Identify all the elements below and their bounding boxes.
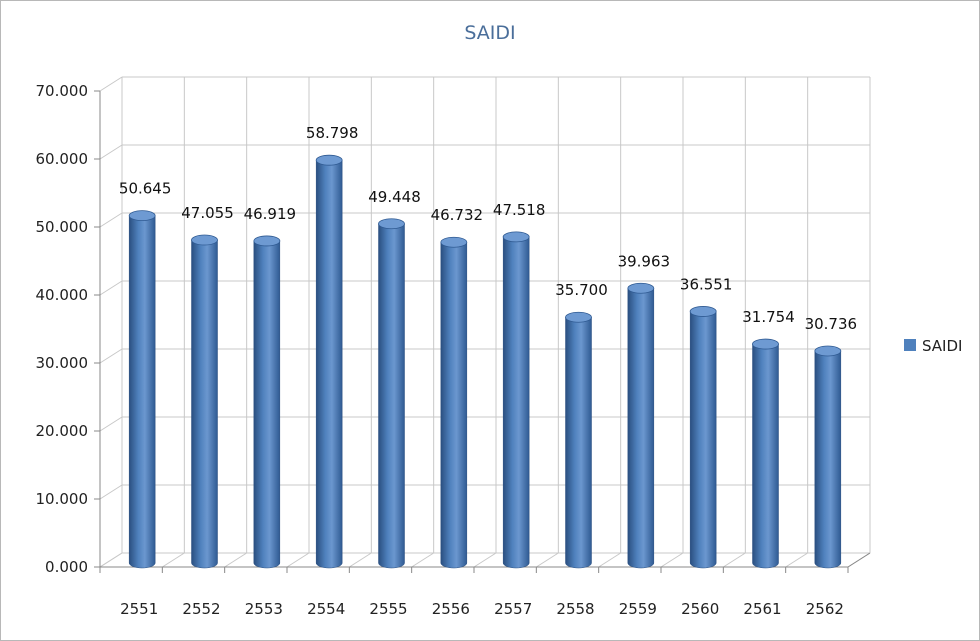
y-tick-label: 30.000 bbox=[36, 354, 89, 372]
side-wall-gridline bbox=[99, 280, 123, 296]
data-label: 35.700 bbox=[555, 281, 608, 299]
bar bbox=[752, 338, 779, 569]
bars bbox=[128, 154, 842, 569]
x-tick-label: 2561 bbox=[743, 600, 781, 618]
data-label: 36.551 bbox=[680, 275, 733, 293]
y-tick-label: 70.000 bbox=[36, 82, 89, 100]
floor-gridline bbox=[785, 552, 808, 568]
data-labels: 50.645 47.055 46.919 58.798 49.448 46.732 47.5… bbox=[119, 124, 857, 333]
floor-gridline bbox=[723, 552, 746, 568]
chart-title: SAIDI bbox=[464, 22, 515, 44]
bar bbox=[689, 306, 717, 569]
x-tick-label: 2552 bbox=[182, 600, 220, 618]
floor-edge bbox=[847, 552, 871, 568]
bar bbox=[627, 282, 655, 569]
data-label: 49.448 bbox=[368, 188, 421, 206]
legend-swatch bbox=[904, 339, 916, 351]
data-label: 46.732 bbox=[431, 206, 484, 224]
data-label: 30.736 bbox=[805, 315, 858, 333]
data-label: 58.798 bbox=[306, 124, 359, 142]
side-wall-gridline bbox=[99, 212, 123, 228]
x-tick-label: 2562 bbox=[806, 600, 844, 618]
x-tick-label: 2553 bbox=[245, 600, 283, 618]
bar bbox=[502, 231, 530, 569]
floor-gridline bbox=[536, 552, 559, 568]
legend-label: SAIDI bbox=[922, 337, 962, 355]
grid bbox=[99, 76, 871, 568]
floor-gridline bbox=[473, 552, 497, 568]
side-wall-gridline bbox=[99, 484, 123, 500]
data-label: 50.645 bbox=[119, 180, 172, 198]
y-tick-label: 10.000 bbox=[36, 490, 89, 508]
data-label: 47.055 bbox=[181, 204, 234, 222]
bar bbox=[378, 218, 405, 569]
data-label: 39.963 bbox=[618, 252, 671, 270]
x-tick-label: 2555 bbox=[369, 600, 407, 618]
bar bbox=[253, 235, 281, 569]
side-wall-gridline bbox=[99, 416, 123, 432]
y-tick-label: 40.000 bbox=[36, 286, 89, 304]
data-label: 47.518 bbox=[493, 201, 546, 219]
axes: 0.000 10.000 20.000 30.000 40.000 50.000 60.00… bbox=[36, 82, 871, 618]
y-tick-label: 50.000 bbox=[36, 218, 89, 236]
bar bbox=[565, 311, 592, 569]
bar bbox=[814, 345, 842, 569]
side-wall-gridline bbox=[99, 348, 123, 364]
floor-gridline bbox=[598, 552, 621, 568]
y-tick-label: 20.000 bbox=[36, 422, 89, 440]
x-tick-label: 2556 bbox=[432, 600, 470, 618]
bar bbox=[315, 154, 343, 569]
floor-gridline bbox=[162, 552, 185, 568]
floor-gridline bbox=[411, 552, 434, 568]
data-label: 31.754 bbox=[742, 308, 795, 326]
floor-gridline bbox=[349, 552, 372, 568]
floor-gridline bbox=[224, 552, 247, 568]
x-tick-label: 2559 bbox=[619, 600, 657, 618]
x-tick-label: 2560 bbox=[681, 600, 719, 618]
side-wall-gridline bbox=[99, 76, 123, 92]
y-tick-label: 60.000 bbox=[36, 150, 89, 168]
bar bbox=[128, 210, 156, 569]
floor-gridline bbox=[99, 552, 123, 568]
x-tick-label: 2557 bbox=[494, 600, 532, 618]
x-tick-label: 2558 bbox=[556, 600, 594, 618]
bar bbox=[191, 234, 218, 569]
legend: SAIDI bbox=[904, 337, 962, 355]
side-wall-gridline bbox=[99, 144, 123, 160]
bar bbox=[440, 236, 468, 569]
floor-gridline bbox=[286, 552, 310, 568]
data-label: 46.919 bbox=[244, 205, 297, 223]
y-tick-label: 0.000 bbox=[45, 558, 88, 576]
x-tick-label: 2554 bbox=[307, 600, 345, 618]
x-tick-label: 2551 bbox=[120, 600, 158, 618]
floor-gridline bbox=[660, 552, 684, 568]
